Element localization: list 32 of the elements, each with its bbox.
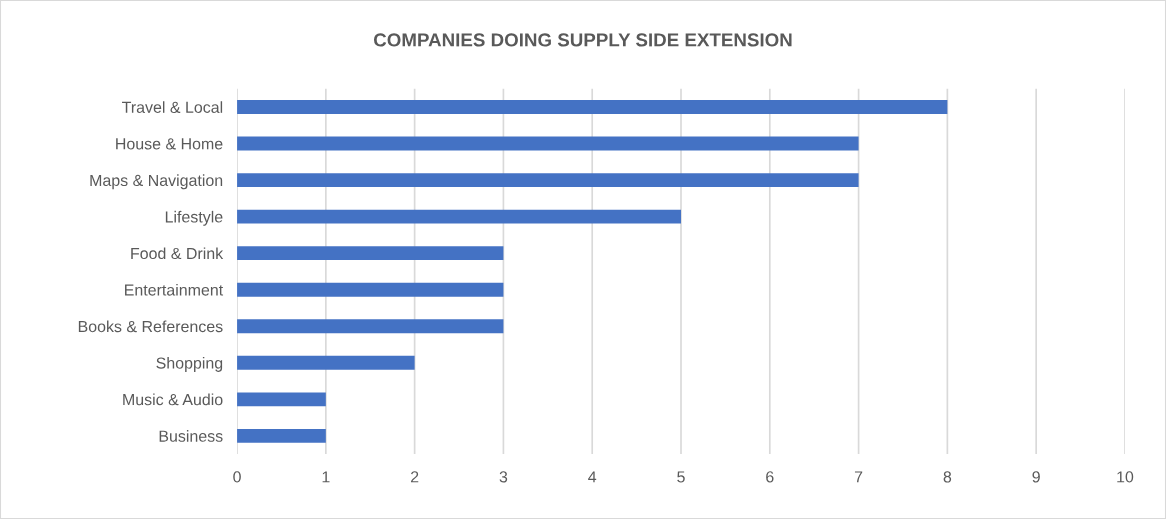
y-tick-label: Shopping <box>156 356 223 372</box>
x-tick-label: 8 <box>943 471 952 483</box>
y-tick-label: Entertainment <box>125 283 224 296</box>
x-tick-label: 6 <box>766 471 774 483</box>
x-tick-label: 1 <box>322 471 330 483</box>
y-tick-label: Food & Drink <box>131 247 224 260</box>
y-tick-label: Lifestyle <box>165 210 223 226</box>
y-tick-label: House & Home <box>116 138 223 150</box>
x-tick-label: 3 <box>499 471 508 483</box>
bar <box>237 246 504 261</box>
y-tick-label: Travel & Local <box>122 101 223 113</box>
x-tick-label: 5 <box>677 471 685 483</box>
bar <box>237 392 326 407</box>
x-tick-label: 7 <box>854 471 863 483</box>
x-tick-label: 4 <box>588 471 597 483</box>
bar <box>237 282 504 297</box>
y-tick-label: Music & Audio <box>123 393 223 406</box>
bar <box>237 100 948 114</box>
y-tick-label: Maps & Navigation <box>90 174 223 190</box>
bar <box>237 355 415 370</box>
x-tick-label: 9 <box>1032 471 1040 483</box>
x-tick-label: 10 <box>1117 471 1134 483</box>
bar <box>237 173 859 188</box>
bar <box>237 428 326 443</box>
x-tick-label: 0 <box>233 471 241 483</box>
y-tick-label: Books & References <box>78 320 223 333</box>
y-tick-label: Business <box>159 430 223 442</box>
chart-title: COMPANIES DOING SUPPLY SIDE EXTENSION <box>373 33 792 47</box>
bar <box>237 319 504 334</box>
bar <box>237 209 681 224</box>
x-tick-label: 2 <box>410 471 419 483</box>
bar <box>237 136 859 151</box>
